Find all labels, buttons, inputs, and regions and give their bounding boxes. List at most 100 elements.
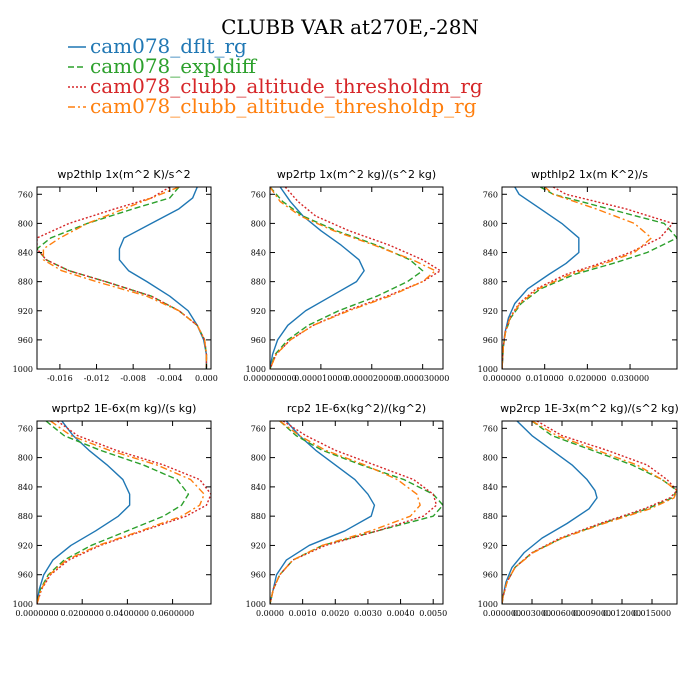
y-tick-label: 840 (18, 483, 33, 492)
series-group (502, 187, 677, 369)
series-line (37, 187, 208, 369)
series-line (270, 421, 421, 604)
y-tick-label: 920 (483, 541, 498, 550)
y-tick-label: 840 (18, 249, 33, 258)
series-group (37, 187, 208, 369)
y-tick-label: 840 (483, 483, 498, 492)
y-tick-label: 920 (18, 541, 33, 550)
plot-frame (501, 186, 678, 370)
x-tick-label: 0.0200000 (61, 609, 104, 618)
y-tick-label: 760 (251, 190, 266, 199)
y-tick-label: 760 (483, 190, 498, 199)
y-tick-label: 1000 (478, 600, 498, 609)
x-tick-label: 0.003000 (513, 609, 551, 618)
x-tick-label: -0.008 (120, 374, 146, 383)
series-line (502, 187, 653, 369)
x-tick-label: 0.020000 (568, 374, 606, 383)
x-tick-label: 0.030000 (611, 374, 649, 383)
series-line (270, 187, 365, 369)
panel-title: wpthlp2 1x(m K^2)/s (531, 168, 648, 181)
y-tick-label: 760 (251, 424, 266, 433)
panel-5: rcp2 1E-6x(kg^2)/(kg^2) 760 800 840 880 920 96… (246, 402, 448, 618)
plot-frame (36, 186, 212, 370)
y-tick-label: 1000 (13, 365, 33, 374)
x-tick-label: 0.0600000 (151, 609, 194, 618)
x-tick-label: 0.000030000 (396, 374, 449, 383)
series-line (502, 187, 677, 369)
plot-frame (269, 420, 444, 605)
panels: wp2thlp 1x(m^2 K)/s^2 760 800 840 880 920 960 1… (13, 168, 679, 618)
series-line (502, 421, 598, 604)
series-group (270, 421, 443, 604)
x-tick-label: -0.012 (84, 374, 110, 383)
x-tick-label: 0.000000000 (243, 374, 296, 383)
y-tick-label: 960 (18, 336, 33, 345)
y-tick-label: 880 (251, 512, 266, 521)
series-line (270, 421, 443, 604)
panel-1: wp2thlp 1x(m^2 K)/s^2 760 800 840 880 920 960 1… (13, 168, 218, 383)
panel-6: wp2rcp 1E-3x(m^2 kg)/(s^2 kg)760 800 840 88… (478, 402, 679, 618)
series-line (270, 421, 376, 604)
x-tick-label: 0.012000 (603, 609, 641, 618)
series-line (42, 187, 208, 369)
series-line (270, 187, 442, 369)
series-line (270, 421, 438, 604)
y-tick-label: 960 (483, 336, 498, 345)
y-tick-label: 920 (483, 307, 498, 316)
y-tick-label: 840 (251, 249, 266, 258)
x-tick-label: 0.000000 (483, 609, 521, 618)
x-tick-label: 0.000020000 (345, 374, 398, 383)
y-tick-label: 760 (18, 424, 33, 433)
x-tick-label: -0.016 (47, 374, 73, 383)
y-tick-label: 960 (18, 571, 33, 580)
series-line (37, 421, 205, 604)
y-tick-label: 760 (483, 424, 498, 433)
y-tick-label: 800 (483, 219, 498, 228)
y-tick-label: 960 (251, 571, 266, 580)
x-tick-label: 0.010000 (526, 374, 564, 383)
y-tick-label: 960 (251, 336, 266, 345)
y-tick-label: 960 (483, 571, 498, 580)
x-tick-label: 0.0010 (289, 609, 317, 618)
figure-title: CLUBB VAR at270E,-28N (221, 15, 479, 39)
y-tick-label: 920 (251, 541, 266, 550)
y-tick-label: 1000 (13, 600, 33, 609)
series-group (502, 421, 677, 604)
y-tick-label: 800 (251, 454, 266, 463)
panel-2: wp2rtp 1x(m^2 kg)/(s^2 kg) 760 800 840 880 92… (243, 168, 449, 383)
series-group (270, 187, 442, 369)
series-line (118, 187, 208, 369)
plot-frame (501, 420, 678, 605)
series-line (502, 421, 677, 604)
panel-title: wp2thlp 1x(m^2 K)/s^2 (57, 168, 190, 181)
series-line (37, 421, 190, 604)
series-line (270, 187, 437, 369)
x-tick-label: 0.000010000 (294, 374, 347, 383)
panel-4: wprtp2 1E-6x(m kg)/(s kg) 760 800 840 880 920… (13, 402, 212, 618)
y-tick-label: 840 (251, 483, 266, 492)
series-group (37, 421, 211, 604)
y-tick-label: 880 (18, 512, 33, 521)
panel-title: wp2rtp 1x(m^2 kg)/(s^2 kg) (277, 168, 436, 181)
legend: cam078_dflt_rgcam078_expldiffcam078_club… (68, 34, 483, 118)
y-tick-label: 880 (483, 278, 498, 287)
y-tick-label: 1000 (246, 600, 266, 609)
x-tick-label: 0.0040 (387, 609, 415, 618)
x-tick-label: 0.0050 (419, 609, 447, 618)
legend-label: cam078_clubb_altitude_thresholdm_rg (90, 74, 483, 98)
series-line (37, 187, 208, 369)
panel-title: wprtp2 1E-6x(m kg)/(s kg) (52, 402, 197, 415)
panel-title: rcp2 1E-6x(kg^2)/(kg^2) (287, 402, 426, 415)
y-tick-label: 1000 (478, 365, 498, 374)
x-tick-label: 0.006000 (543, 609, 581, 618)
y-tick-label: 880 (483, 512, 498, 521)
x-tick-label: 0.000000 (483, 374, 521, 383)
legend-label: cam078_clubb_altitude_thresholdp_rg (90, 94, 477, 118)
y-tick-label: 840 (483, 249, 498, 258)
y-tick-label: 800 (18, 219, 33, 228)
x-tick-label: 0.0400000 (106, 609, 149, 618)
y-tick-label: 920 (18, 307, 33, 316)
y-tick-label: 880 (18, 278, 33, 287)
x-tick-label: 0.009000 (573, 609, 611, 618)
